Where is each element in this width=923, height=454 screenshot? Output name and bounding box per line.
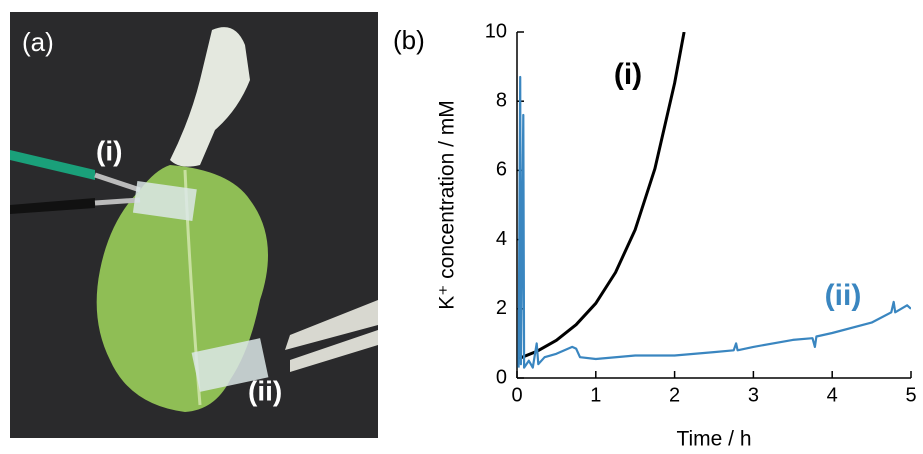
y-tick-label: 4 xyxy=(496,228,507,250)
series-line xyxy=(518,32,686,360)
white-clips xyxy=(285,300,378,372)
y-axis-label: K⁺ concentration / mM xyxy=(436,100,459,310)
y-tick-label: 2 xyxy=(496,297,507,319)
x-axis-label: Time / h xyxy=(676,428,751,451)
panel-label: (a) xyxy=(22,27,54,57)
x-tick-label: 5 xyxy=(905,384,916,406)
photo: (a) (i) (ii) xyxy=(10,12,378,438)
x-tick-label: 4 xyxy=(827,384,838,406)
black-clip xyxy=(10,198,95,214)
x-tick-label: 2 xyxy=(669,384,680,406)
y-tick-label: 6 xyxy=(496,159,507,181)
sensor-label: (ii) xyxy=(248,375,282,406)
y-tick-label: 10 xyxy=(485,20,507,42)
x-tick-label: 1 xyxy=(590,384,601,406)
leaf-stem xyxy=(170,27,250,167)
panel-label: (b) xyxy=(393,25,425,55)
series-label: (ii) xyxy=(825,279,862,312)
x-tick-label: 3 xyxy=(748,384,759,406)
series-line xyxy=(517,75,911,369)
sensor-ii xyxy=(191,338,269,392)
y-tick-label: 0 xyxy=(496,366,507,388)
sensor-i xyxy=(132,180,197,222)
x-tick-label: 0 xyxy=(511,384,522,406)
green-clip xyxy=(10,150,95,180)
series-label: (i) xyxy=(614,58,642,91)
plot-area xyxy=(517,32,911,369)
y-tick-label: 8 xyxy=(496,89,507,111)
sensor-label: (i) xyxy=(96,135,122,166)
wires xyxy=(94,172,141,206)
